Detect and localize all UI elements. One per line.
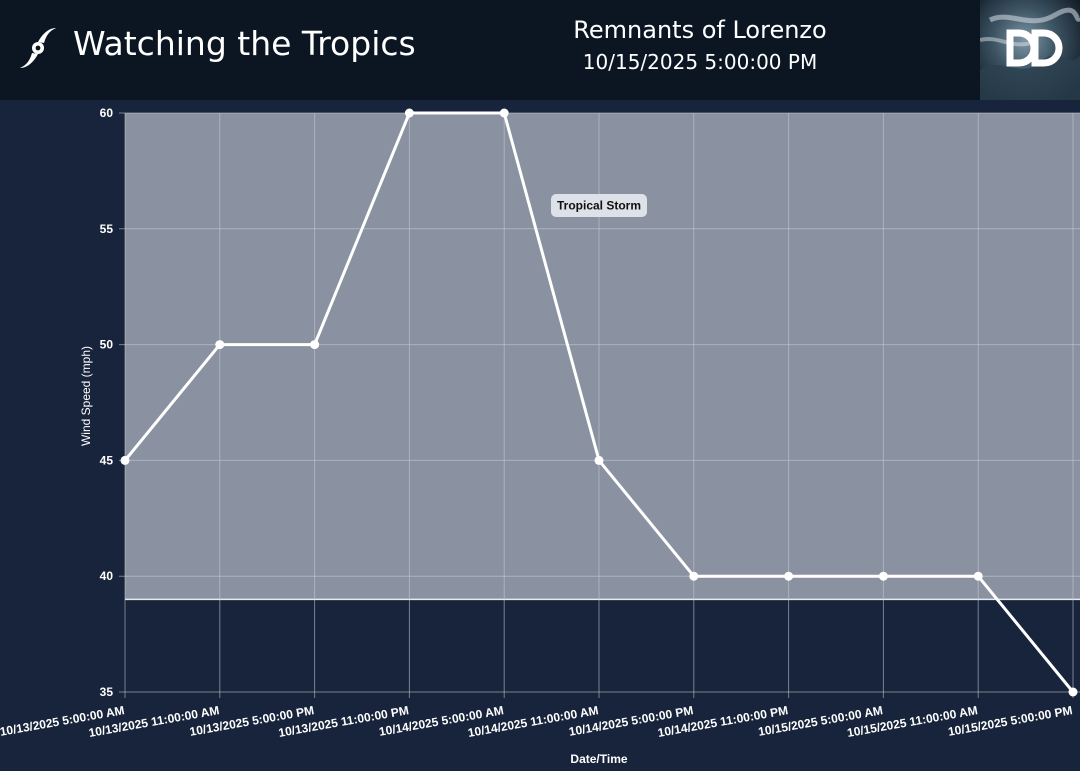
y-axis-label: Wind Speed (mph) (79, 346, 93, 446)
hurricane-icon (20, 28, 56, 68)
storm-timestamp: 10/15/2025 5:00:00 PM (582, 50, 818, 74)
x-axis-label: Date/Time (570, 752, 627, 766)
y-tick-label: 45 (100, 453, 114, 467)
data-point[interactable] (120, 455, 130, 465)
data-point[interactable] (499, 108, 509, 118)
app-title: Watching the Tropics (73, 24, 416, 63)
wind-speed-chart: 35 40 45 50 55 60 10/13/2025 5:00:00 AM10/13/… (0, 106, 1080, 766)
header-bar: Watching the Tropics Remnants of Lorenzo… (0, 0, 1080, 100)
data-point[interactable] (689, 571, 699, 581)
series-points (120, 108, 1078, 697)
y-tick-label: 40 (100, 569, 114, 583)
y-tick-label: 60 (100, 106, 114, 120)
logo-image (980, 0, 1080, 100)
data-point[interactable] (594, 455, 604, 465)
y-tick-label: 55 (100, 222, 114, 236)
data-point[interactable] (784, 571, 794, 581)
data-point[interactable] (404, 108, 414, 118)
data-point[interactable] (215, 340, 225, 350)
data-point[interactable] (1068, 687, 1078, 697)
tropical-storm-band (125, 113, 1080, 600)
data-point[interactable] (878, 571, 888, 581)
data-point[interactable] (973, 571, 983, 581)
data-point[interactable] (310, 340, 320, 350)
category-band-label: Tropical Storm (557, 199, 641, 213)
y-tick-label: 35 (100, 685, 114, 699)
y-axis-ticks: 35 40 45 50 55 60 (100, 106, 114, 699)
storm-name: Remnants of Lorenzo (573, 16, 827, 44)
tropical-storm-badge: Tropical Storm (551, 194, 647, 217)
y-tick-label: 50 (100, 338, 114, 352)
